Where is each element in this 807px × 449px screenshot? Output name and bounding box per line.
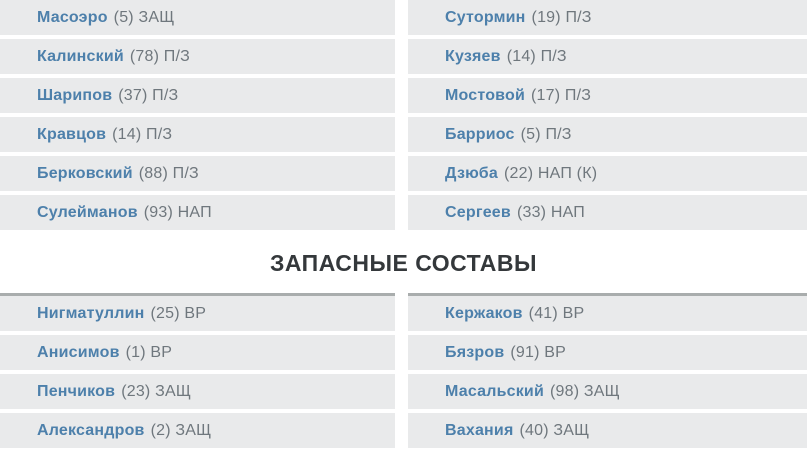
player-name-link[interactable]: Сергеев (445, 203, 511, 221)
player-details: (22) НАП (К) (503, 164, 598, 182)
player-row[interactable]: Бязров (91) ВР (408, 335, 807, 370)
player-details: (17) П/З (531, 86, 592, 104)
player-row[interactable]: Вахания (40) ЗАЩ (408, 413, 807, 448)
reserves-section-header: ЗАПАСНЫЕ СОСТАВЫ (0, 234, 807, 293)
player-row[interactable]: Анисимов (1) ВР (0, 335, 395, 370)
player-details: (5) ЗАЩ (113, 8, 175, 26)
player-name-link[interactable]: Мостовой (445, 86, 526, 104)
player-name-link[interactable]: Масальский (445, 382, 544, 400)
player-row[interactable]: Масоэро (5) ЗАЩ (0, 0, 395, 35)
player-details: (88) П/З (138, 164, 199, 182)
left-team-reserves-column: Нигматуллин (25) ВР Анисимов (1) ВР Пенч… (0, 293, 395, 449)
player-details: (19) П/З (531, 8, 592, 26)
player-name-link[interactable]: Берковский (37, 164, 133, 182)
player-row[interactable]: Кержаков (41) ВР (408, 296, 807, 331)
player-row[interactable]: Кравцов (14) П/З (0, 117, 395, 152)
player-name-link[interactable]: Кравцов (37, 125, 107, 143)
player-row[interactable]: Сергеев (33) НАП (408, 195, 807, 230)
player-details: (37) П/З (118, 86, 179, 104)
left-team-starting-column: Масоэро (5) ЗАЩ Калинский (78) П/З Шарип… (0, 0, 395, 234)
player-name-link[interactable]: Кержаков (445, 304, 523, 322)
player-row[interactable]: Пенчиков (23) ЗАЩ (0, 374, 395, 409)
player-details: (41) ВР (528, 304, 585, 322)
player-details: (25) ВР (150, 304, 207, 322)
player-row[interactable]: Дзюба (22) НАП (К) (408, 156, 807, 191)
player-name-link[interactable]: Кузяев (445, 47, 501, 65)
player-details: (14) П/З (506, 47, 567, 65)
player-details: (78) П/З (129, 47, 191, 65)
player-name-link[interactable]: Сутормин (445, 8, 526, 26)
player-name-link[interactable]: Александров (37, 421, 145, 439)
right-team-reserves-column: Кержаков (41) ВР Бязров (91) ВР Масальск… (408, 293, 807, 449)
player-name-link[interactable]: Бязров (445, 343, 505, 361)
player-row[interactable]: Калинский (78) П/З (0, 39, 395, 74)
player-row[interactable]: Кузяев (14) П/З (408, 39, 807, 74)
player-name-link[interactable]: Калинский (37, 47, 124, 65)
player-details: (5) П/З (520, 125, 572, 143)
player-details: (23) ЗАЩ (121, 382, 192, 400)
player-row[interactable]: Александров (2) ЗАЩ (0, 413, 395, 448)
player-name-link[interactable]: Барриос (445, 125, 515, 143)
player-row[interactable]: Сутормин (19) П/З (408, 0, 807, 35)
starting-lineups-section: Масоэро (5) ЗАЩ Калинский (78) П/З Шарип… (0, 0, 807, 234)
player-details: (1) ВР (125, 343, 173, 361)
player-details: (98) ЗАЩ (550, 382, 620, 400)
player-name-link[interactable]: Масоэро (37, 8, 108, 26)
player-name-link[interactable]: Шарипов (37, 86, 113, 104)
player-details: (14) П/З (112, 125, 173, 143)
player-row[interactable]: Нигматуллин (25) ВР (0, 296, 395, 331)
player-row[interactable]: Мостовой (17) П/З (408, 78, 807, 113)
player-details: (33) НАП (516, 203, 585, 221)
player-row[interactable]: Берковский (88) П/З (0, 156, 395, 191)
player-row[interactable]: Сулейманов (93) НАП (0, 195, 395, 230)
reserve-lineups-section: Нигматуллин (25) ВР Анисимов (1) ВР Пенч… (0, 293, 807, 449)
player-row[interactable]: Барриос (5) П/З (408, 117, 807, 152)
reserves-section-title: ЗАПАСНЫЕ СОСТАВЫ (269, 250, 538, 276)
player-name-link[interactable]: Анисимов (37, 343, 120, 361)
player-name-link[interactable]: Дзюба (445, 164, 498, 182)
player-name-link[interactable]: Вахания (445, 421, 514, 439)
player-name-link[interactable]: Нигматуллин (37, 304, 145, 322)
player-row[interactable]: Шарипов (37) П/З (0, 78, 395, 113)
player-name-link[interactable]: Пенчиков (37, 382, 116, 400)
player-details: (93) НАП (143, 203, 212, 221)
player-name-link[interactable]: Сулейманов (37, 203, 138, 221)
player-details: (40) ЗАЩ (519, 421, 590, 439)
player-details: (91) ВР (510, 343, 567, 361)
player-details: (2) ЗАЩ (150, 421, 212, 439)
player-row[interactable]: Масальский (98) ЗАЩ (408, 374, 807, 409)
right-team-starting-column: Сутормин (19) П/З Кузяев (14) П/З Мостов… (408, 0, 807, 234)
